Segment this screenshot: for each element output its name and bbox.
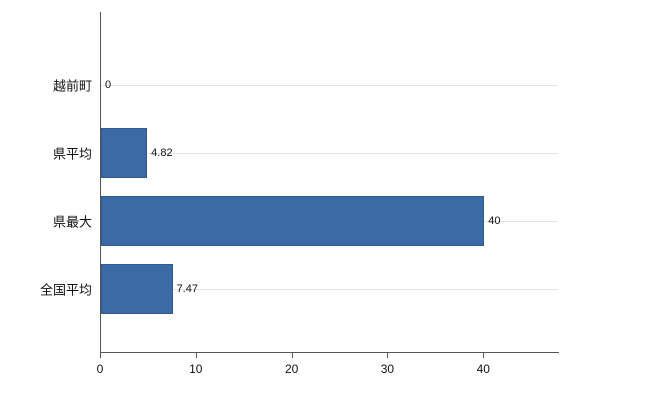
x-tick [483,353,485,358]
x-tick-label: 20 [284,362,299,376]
x-tick-label: 10 [189,362,203,376]
x-tick [387,353,389,358]
bar-全国平均 [101,264,173,314]
category-label: 全国平均 [39,282,92,298]
gridline [100,289,558,290]
x-tick [291,353,293,358]
value-label: 4.82 [151,147,173,159]
y-axis-line [100,12,101,352]
bar-県平均 [101,128,148,178]
gridline [100,85,558,86]
gridline [100,153,558,154]
x-tick [195,353,197,358]
category-label: 県平均 [52,146,92,162]
x-tick-label: 40 [476,362,490,376]
value-label: 0 [105,79,112,91]
value-label: 40 [488,215,501,227]
bar-県最大 [101,196,485,246]
x-tick-label: 0 [96,362,104,376]
x-tick-label: 30 [380,362,395,376]
x-tick [100,353,101,358]
x-axis-line [100,352,559,353]
value-label: 7.47 [176,283,198,295]
category-label: 県最大 [52,214,92,230]
category-label: 越前町 [52,78,92,94]
